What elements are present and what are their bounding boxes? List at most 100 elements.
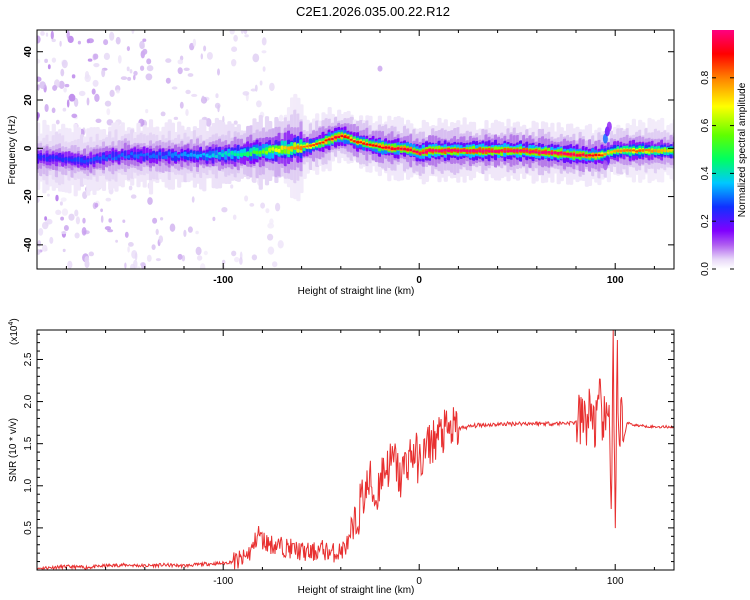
spectrogram-frame [36,29,675,270]
ridge-cell [518,149,524,152]
noise-blob [134,252,138,261]
noise-blob [128,185,133,191]
ridge-cell [352,140,357,143]
ridge-cell [569,152,574,156]
noise-blob [171,86,178,90]
noise-blob [73,99,79,104]
ridge-cell [553,151,558,154]
noise-blob [61,59,68,69]
noise-blob [183,67,190,72]
noise-blob [265,208,270,214]
ridge-cell [230,151,235,155]
spectrogram-panel: -100 0 100 -40 -20 0 20 40 Height of straight l… [7,29,675,297]
noise-blob [66,99,70,108]
noise-blob [103,39,109,46]
noise-blob [104,100,112,107]
ridge-cell [396,147,401,150]
noise-blob [68,213,75,221]
noise-blob [173,116,179,120]
colorbar-tick-label: 0.0 [700,262,711,276]
ridge-cell [406,148,411,151]
noise-blob [185,89,191,95]
snr-panel: -100 0 100 0.5 1.0 1.5 2.0 2.5 Height of straig… [8,318,675,596]
noise-blob [244,34,249,38]
ridge-cell [343,135,348,139]
noise-blob [140,262,146,267]
noise-blob [206,52,213,60]
ridge-cell [327,138,332,141]
snr-ylabel: SNR (10 * v/v) [8,418,19,482]
noise-blob [47,64,51,70]
ridge-cell [509,150,514,153]
ridge-cell [377,145,382,148]
snr-multiplier-exp: 4 [8,322,15,326]
colorbar-gradient [712,30,734,269]
noise-blob [267,222,275,229]
noise-blob [50,30,54,40]
noise-blob [37,76,42,82]
noise-blob [77,40,81,45]
ridge-cell [622,149,627,152]
noise-blob [240,30,244,34]
noise-blob [100,215,104,223]
spectrogram-heatmap [37,30,674,269]
noise-blob [203,45,207,52]
noise-blob [147,197,153,205]
ridge-cell [656,150,662,153]
svg-text:(x104): (x104) [8,318,20,345]
ridge-cell [299,146,304,151]
ridge-cell [290,145,295,150]
noise-blob [165,77,171,84]
colorbar: 0.0 0.2 0.4 0.6 0.8 Normalized spectral ampl… [700,30,748,276]
noise-blob [120,76,128,80]
ridge-cell [205,153,210,158]
noise-blob [377,65,383,72]
noise-blob [203,250,208,256]
noise-blob [105,197,112,202]
noise-blob [127,246,130,253]
noise-blob [66,30,70,40]
noise-blob [47,193,50,197]
noise-blob [200,263,206,269]
noise-blob [37,84,40,91]
noise-blob [71,113,78,119]
snr-series-line [37,330,674,570]
noise-blob [122,219,126,223]
x-tick-label: -100 [213,275,233,286]
y-tick-label: 2.5 [23,352,34,366]
ridge-cell [421,152,426,154]
noise-blob [37,111,40,119]
ridge-cell [73,157,78,162]
x-tick-label: 100 [607,275,624,286]
ridge-cell [170,153,175,158]
noise-blob [51,38,56,43]
ridge-cell [54,155,59,160]
colorbar-tick-label: 0.8 [700,70,711,84]
noise-blob [177,253,183,260]
ridge-cell [117,154,122,158]
noise-blob [55,119,60,125]
ridge-cell [484,149,489,152]
noise-blob [160,111,166,117]
noise-blob [191,93,198,97]
noise-blob [256,100,262,108]
noise-blob [195,230,199,235]
noise-blob [124,262,127,269]
ridge-cell [562,152,567,155]
noise-blob [104,226,111,231]
spectrogram-ticks: -100 0 100 -40 -20 0 20 40 [23,30,674,286]
noise-blob [127,242,134,247]
noise-blob [160,217,164,221]
snr-xlabel: Height of straight line (km) [298,585,415,596]
y-tick-label: 2.0 [23,394,34,408]
noise-blob [234,256,240,263]
noise-blob [244,195,249,202]
noise-blob [86,97,90,106]
ridge-cell [333,136,339,139]
noise-blob [82,217,86,224]
noise-blob [44,216,47,221]
noise-blob [91,88,96,95]
noise-blob [61,208,69,216]
noise-blob [142,48,148,55]
noise-blob [259,80,263,86]
